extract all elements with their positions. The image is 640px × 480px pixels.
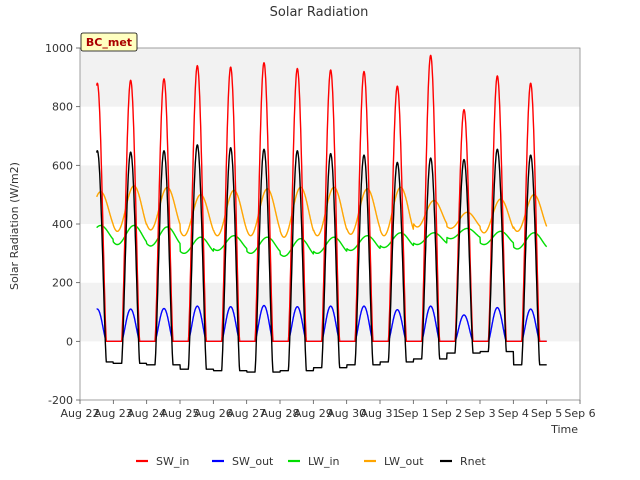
x-tick-label: Aug 26 (194, 407, 233, 420)
x-tick-label: Aug 27 (227, 407, 266, 420)
x-tick-label: Aug 30 (327, 407, 366, 420)
legend-item-sw-out: SW_out (212, 455, 274, 468)
series-line-lw-in (96, 224, 548, 257)
x-tick-label: Sep 3 (464, 407, 495, 420)
y-tick-label: 200 (52, 277, 73, 290)
legend-label: SW_out (232, 455, 274, 468)
x-tick-label: Aug 25 (161, 407, 200, 420)
series-line-rnet (96, 144, 547, 373)
legend-label: LW_out (384, 455, 424, 468)
x-tick-label: Sep 1 (398, 407, 429, 420)
legend-item-sw-in: SW_in (136, 455, 189, 468)
legend-label: Rnet (460, 455, 486, 468)
legend-item-rnet: Rnet (440, 455, 486, 468)
x-tick-label: Aug 22 (61, 407, 100, 420)
y-tick-label: 0 (66, 335, 73, 348)
legend: SW_in SW_out LW_in LW_out Rnet (136, 455, 486, 468)
y-tick-label: -200 (48, 394, 73, 407)
y-tick-label: 600 (52, 159, 73, 172)
chart-title: Solar Radiation (270, 5, 369, 20)
legend-item-lw-in: LW_in (288, 455, 340, 468)
y-tick-label: 1000 (45, 42, 73, 55)
x-axis-label: Time (550, 423, 578, 436)
x-tick-label: Sep 5 (531, 407, 562, 420)
x-tick-label: Aug 29 (294, 407, 333, 420)
station-badge-label: BC_met (86, 36, 132, 49)
y-tick-label: 400 (52, 218, 73, 231)
plot-band (80, 282, 580, 342)
legend-item-lw-out: LW_out (364, 455, 424, 468)
station-badge: BC_met (80, 32, 138, 52)
y-tick-label: 800 (52, 101, 73, 114)
x-tick-label: Aug 23 (94, 407, 133, 420)
station-badge-box (80, 32, 138, 52)
legend-label: LW_in (308, 455, 340, 468)
x-tick-label: Aug 28 (261, 407, 300, 420)
series-layer (96, 54, 548, 373)
y-axis: -200 0 200 400 600 800 1000 (45, 42, 80, 407)
y-axis-label: Solar Radiation (W/m2) (8, 162, 21, 290)
series-line-lw-out (96, 185, 548, 238)
plot-band (80, 341, 580, 400)
x-tick-label: Sep 2 (431, 407, 462, 420)
x-tick-label: Sep 6 (564, 407, 595, 420)
legend-label: SW_in (156, 455, 189, 468)
x-tick-label: Sep 4 (498, 407, 529, 420)
x-tick-label: Aug 24 (127, 407, 166, 420)
x-tick-label: Aug 31 (361, 407, 400, 420)
